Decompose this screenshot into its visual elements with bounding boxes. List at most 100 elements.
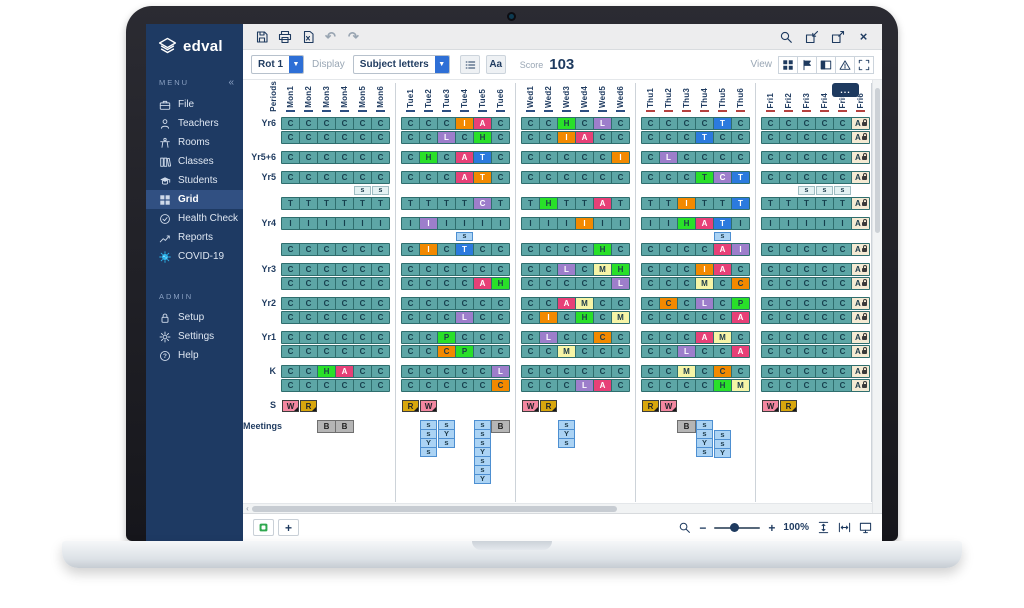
period-cell[interactable]: C xyxy=(318,346,335,357)
period-cell[interactable]: C xyxy=(834,366,851,377)
locked-period-cell[interactable]: A xyxy=(852,278,869,289)
period-cell[interactable]: C xyxy=(336,312,353,323)
period-cell[interactable]: C xyxy=(816,278,833,289)
sidebar-item-help[interactable]: ? Help xyxy=(146,346,243,365)
vertical-scrollbar[interactable] xyxy=(872,80,882,513)
sidebar-item-setup[interactable]: Setup xyxy=(146,308,243,327)
period-cell[interactable]: C xyxy=(372,312,389,323)
period-cell[interactable]: T xyxy=(522,198,539,209)
period-cell[interactable]: I xyxy=(540,218,557,229)
period-cell[interactable]: C xyxy=(816,312,833,323)
column-header[interactable]: Mon5 xyxy=(354,86,371,112)
period-cell[interactable]: C xyxy=(282,278,299,289)
text-size-button[interactable]: Aa xyxy=(485,55,506,74)
column-header[interactable]: Fri6 xyxy=(852,93,869,112)
period-cell[interactable]: T xyxy=(456,244,473,255)
column-header[interactable]: Thu6 xyxy=(732,88,749,112)
period-cell[interactable]: C xyxy=(492,298,509,309)
column-header[interactable]: Fri1 xyxy=(762,93,779,112)
period-cell[interactable]: C xyxy=(300,346,317,357)
period-cell[interactable]: C xyxy=(816,366,833,377)
period-cell[interactable]: C xyxy=(474,366,491,377)
period-cell[interactable]: C xyxy=(336,380,353,391)
period-cell[interactable]: C xyxy=(558,312,575,323)
period-cell[interactable]: C xyxy=(696,366,713,377)
period-cell[interactable]: C xyxy=(798,312,815,323)
meeting-cell[interactable]: s xyxy=(558,438,575,448)
period-cell[interactable]: C xyxy=(318,244,335,255)
period-cell[interactable]: C xyxy=(300,264,317,275)
period-cell[interactable]: T xyxy=(732,172,749,183)
period-cell[interactable]: I xyxy=(798,218,815,229)
period-cell[interactable]: I xyxy=(816,218,833,229)
period-cell[interactable]: C xyxy=(282,332,299,343)
period-cell[interactable]: C xyxy=(576,366,593,377)
period-cell[interactable]: M xyxy=(558,346,575,357)
period-cell[interactable]: T xyxy=(492,198,509,209)
column-header[interactable]: Thu5 xyxy=(714,88,731,112)
period-cell[interactable]: W xyxy=(282,400,299,412)
period-cell[interactable]: L xyxy=(696,298,713,309)
period-cell[interactable]: C xyxy=(456,298,473,309)
period-cell[interactable]: C xyxy=(402,132,419,143)
period-cell[interactable]: C xyxy=(522,312,539,323)
period-cell[interactable]: I xyxy=(642,218,659,229)
period-cell[interactable]: I xyxy=(456,218,473,229)
period-cell[interactable]: I xyxy=(372,218,389,229)
save-button[interactable] xyxy=(253,28,270,45)
period-cell[interactable]: L xyxy=(612,278,629,289)
column-header[interactable]: Fri5 xyxy=(834,93,851,112)
period-cell[interactable]: C xyxy=(402,346,419,357)
period-cell[interactable]: s xyxy=(834,186,851,195)
period-cell[interactable]: C xyxy=(492,132,509,143)
period-cell[interactable]: C xyxy=(402,172,419,183)
period-cell[interactable]: C xyxy=(282,152,299,163)
period-cell[interactable]: C xyxy=(402,264,419,275)
period-cell[interactable]: C xyxy=(732,152,749,163)
period-cell[interactable]: T xyxy=(558,198,575,209)
period-cell[interactable]: C xyxy=(612,332,629,343)
locked-period-cell[interactable]: A xyxy=(852,172,869,183)
period-cell[interactable]: C xyxy=(594,312,611,323)
period-cell[interactable]: C xyxy=(540,132,557,143)
period-cell[interactable]: C xyxy=(402,366,419,377)
period-cell[interactable]: R xyxy=(540,400,557,412)
period-cell[interactable]: C xyxy=(372,346,389,357)
period-cell[interactable]: T xyxy=(780,198,797,209)
sidebar-item-rooms[interactable]: Rooms xyxy=(146,133,243,152)
period-cell[interactable]: C xyxy=(474,380,491,391)
locked-period-cell[interactable]: A xyxy=(852,198,869,209)
period-cell[interactable]: C xyxy=(558,278,575,289)
column-header[interactable]: Wed4 xyxy=(576,86,593,112)
column-header[interactable]: Thu4 xyxy=(696,88,713,112)
zoom-in-button[interactable]: + xyxy=(768,520,776,535)
period-cell[interactable]: C xyxy=(714,366,731,377)
period-cell[interactable]: C xyxy=(798,380,815,391)
period-cell[interactable]: C xyxy=(762,132,779,143)
period-cell[interactable]: C xyxy=(540,152,557,163)
period-cell[interactable]: C xyxy=(642,132,659,143)
period-cell[interactable]: T xyxy=(402,198,419,209)
period-cell[interactable]: P xyxy=(456,346,473,357)
period-cell[interactable]: C xyxy=(492,172,509,183)
period-cell[interactable]: A xyxy=(474,278,491,289)
period-cell[interactable]: C xyxy=(678,298,695,309)
period-cell[interactable]: L xyxy=(456,312,473,323)
period-cell[interactable]: A xyxy=(474,118,491,129)
period-cell[interactable]: C xyxy=(642,264,659,275)
column-header[interactable]: Fri2 xyxy=(780,93,797,112)
search-icon[interactable] xyxy=(678,521,691,534)
sidebar-item-health-check[interactable]: Health Check xyxy=(146,209,243,228)
period-cell[interactable]: C xyxy=(282,380,299,391)
period-cell[interactable]: C xyxy=(714,298,731,309)
period-cell[interactable]: C xyxy=(336,172,353,183)
period-cell[interactable]: C xyxy=(642,380,659,391)
period-cell[interactable]: C xyxy=(300,366,317,377)
period-cell[interactable]: C xyxy=(696,244,713,255)
locked-period-cell[interactable]: A xyxy=(852,152,869,163)
period-cell[interactable]: B xyxy=(336,421,353,432)
period-cell[interactable]: C xyxy=(762,312,779,323)
period-cell[interactable]: H xyxy=(714,380,731,391)
period-cell[interactable]: H xyxy=(678,218,695,229)
